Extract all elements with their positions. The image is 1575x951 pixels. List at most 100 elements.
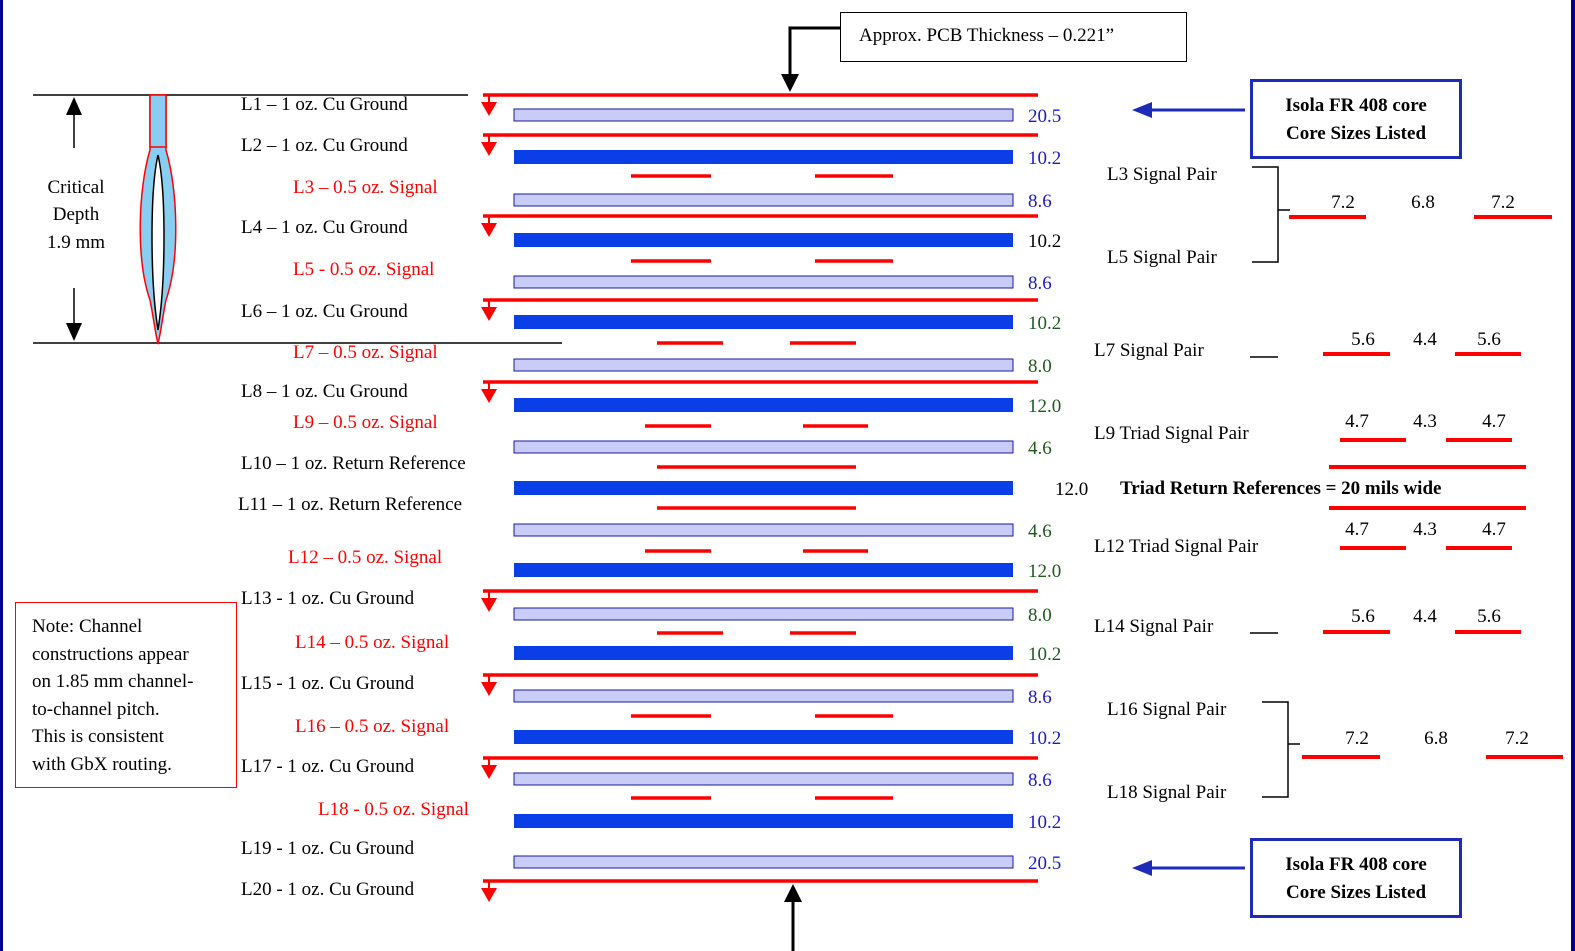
layer-label-l6: L6 – 1 oz. Cu Ground <box>241 301 408 322</box>
core-arrow-bottom-head <box>1132 860 1152 876</box>
l3-l5-gap: 6.8 <box>1411 192 1435 213</box>
pair-label-l3: L3 Signal Pair <box>1107 164 1217 185</box>
layer-label-l8: L8 – 1 oz. Cu Ground <box>241 381 408 402</box>
l12-width-1: 4.7 <box>1345 519 1369 540</box>
l9-gap: 4.3 <box>1413 411 1437 432</box>
ground-arrow-l17 <box>481 765 497 779</box>
dielectric-value-11: 4.6 <box>1028 521 1052 542</box>
layer-label-l19: L19 - 1 oz. Cu Ground <box>241 838 415 859</box>
prepreg-bar-9 <box>513 440 1014 454</box>
l12-gap: 4.3 <box>1413 519 1437 540</box>
dielectric-value-18: 10.2 <box>1028 812 1061 833</box>
l16-l18-width-1: 7.2 <box>1345 728 1369 749</box>
dielectric-value-16: 10.2 <box>1028 728 1061 749</box>
pcb-thickness-callout: Approx. PCB Thickness – 0.221” <box>840 12 1187 62</box>
prepreg-bar-15 <box>513 689 1014 703</box>
note-line-6: with GbX routing. <box>32 753 172 775</box>
l3-l5-width-1: 7.2 <box>1331 192 1355 213</box>
l9-width-1: 4.7 <box>1345 411 1369 432</box>
ground-arrow-l2 <box>481 142 497 156</box>
bracket-l16-l18 <box>1262 701 1289 798</box>
prepreg-bar-3 <box>513 193 1014 207</box>
core-bar-14 <box>514 646 1013 660</box>
thickness-top-arrowhead <box>781 74 799 92</box>
l7-width-1: 5.6 <box>1351 329 1375 350</box>
signal-pair-panel: L3 Signal Pair L5 Signal Pair L7 Signal … <box>1094 164 1563 803</box>
prepreg-bar-13 <box>513 607 1014 621</box>
prepreg-bar-7 <box>513 358 1014 372</box>
l14-gap: 4.4 <box>1413 606 1437 627</box>
core-bar-12 <box>514 563 1013 577</box>
core-bar-18 <box>514 814 1013 828</box>
layer-label-l11: L11 – 1 oz. Return Reference <box>238 494 462 515</box>
depth-arrowhead-down <box>66 323 82 341</box>
layer-label-l14: L14 – 0.5 oz. Signal <box>295 632 449 653</box>
dielectric-value-19: 20.5 <box>1028 853 1061 874</box>
depth-arrowhead-up <box>66 97 82 115</box>
via-drill-core <box>151 154 165 331</box>
ground-arrow-l13 <box>481 598 497 612</box>
core-callout-bottom-line-2: Core Sizes Listed <box>1285 882 1427 903</box>
layer-label-l7: L7 – 0.5 oz. Signal <box>293 342 438 363</box>
dielectric-value-7: 8.0 <box>1028 356 1052 377</box>
pair-label-l12: L12 Triad Signal Pair <box>1094 536 1259 557</box>
pair-label-l9: L9 Triad Signal Pair <box>1094 423 1249 444</box>
dielectric-value-3: 8.6 <box>1028 191 1052 212</box>
note-line-5: This is consistent <box>32 726 164 747</box>
dielectric-value-5: 8.6 <box>1028 273 1052 294</box>
l7-width-2: 5.6 <box>1477 329 1501 350</box>
ground-arrow-l8 <box>481 389 497 403</box>
via-stub <box>149 94 167 148</box>
dielectric-value-8: 12.0 <box>1028 396 1061 417</box>
layer-label-l20: L20 - 1 oz. Cu Ground <box>241 879 415 900</box>
thickness-bottom-arrowhead <box>784 884 802 902</box>
layer-label-l2: L2 – 1 oz. Cu Ground <box>241 135 408 156</box>
thickness-top-leader <box>788 26 840 80</box>
layer-label-l10: L10 – 1 oz. Return Reference <box>241 453 466 474</box>
core-bar-6 <box>514 315 1013 329</box>
l14-width-2: 5.6 <box>1477 606 1501 627</box>
thickness-arrows <box>781 26 840 951</box>
l12-width-2: 4.7 <box>1482 519 1506 540</box>
pair-label-l18: L18 Signal Pair <box>1107 782 1227 803</box>
core-arrow-top-head <box>1132 102 1152 118</box>
core-callout-bottom-line-1: Isola FR 408 core <box>1285 854 1427 875</box>
note-line-2: constructions appear <box>32 643 189 665</box>
ground-arrow-l1 <box>481 102 497 116</box>
critical-depth-line-1: Critical <box>48 177 105 198</box>
core-callout-top-line-2: Core Sizes Listed <box>1285 123 1427 144</box>
right-frame-border <box>1571 0 1575 951</box>
prepreg-bar-5 <box>513 275 1014 289</box>
l7-gap: 4.4 <box>1413 329 1437 350</box>
dielectric-value-12: 12.0 <box>1028 561 1061 582</box>
core-callout-bottom: Isola FR 408 core Core Sizes Listed <box>1250 838 1462 918</box>
stackup-layers: L1 – 1 oz. Cu Ground L2 – 1 oz. Cu Ground… <box>238 93 1088 902</box>
layer-label-l16: L16 – 0.5 oz. Signal <box>295 716 449 737</box>
prepreg-bar-1 <box>513 108 1014 122</box>
layer-label-l3: L3 – 0.5 oz. Signal <box>293 177 438 198</box>
channel-note: Note: Channel constructions appear on 1.… <box>15 602 237 788</box>
dielectric-value-6: 10.2 <box>1028 313 1061 334</box>
core-bar-4 <box>514 233 1013 247</box>
prepreg-bar-19 <box>513 855 1014 869</box>
ground-arrow-l4 <box>481 223 497 237</box>
dielectric-value-1: 20.5 <box>1028 106 1061 127</box>
core-callout-arrows <box>1132 102 1245 876</box>
layer-label-l12: L12 – 0.5 oz. Signal <box>288 547 442 568</box>
layer-label-l17: L17 - 1 oz. Cu Ground <box>241 756 415 777</box>
layer-label-l4: L4 – 1 oz. Cu Ground <box>241 217 408 238</box>
critical-depth-line-3: 1.9 mm <box>47 232 105 253</box>
layer-label-l1: L1 – 1 oz. Cu Ground <box>241 94 408 115</box>
dielectric-value-4: 10.2 <box>1028 231 1061 252</box>
core-callout-top-line-1: Isola FR 408 core <box>1285 95 1427 116</box>
l3-l5-width-2: 7.2 <box>1491 192 1515 213</box>
critical-depth-dimension: Critical Depth 1.9 mm <box>33 94 562 344</box>
l14-width-1: 5.6 <box>1351 606 1375 627</box>
bracket-l3-l5 <box>1252 166 1279 263</box>
dielectric-value-14: 10.2 <box>1028 644 1061 665</box>
note-line-4: to-channel pitch. <box>32 698 160 720</box>
dielectric-value-15: 8.6 <box>1028 687 1052 708</box>
left-frame-border <box>0 0 3 951</box>
pcb-thickness-text: Approx. PCB Thickness – 0.221” <box>859 25 1115 46</box>
